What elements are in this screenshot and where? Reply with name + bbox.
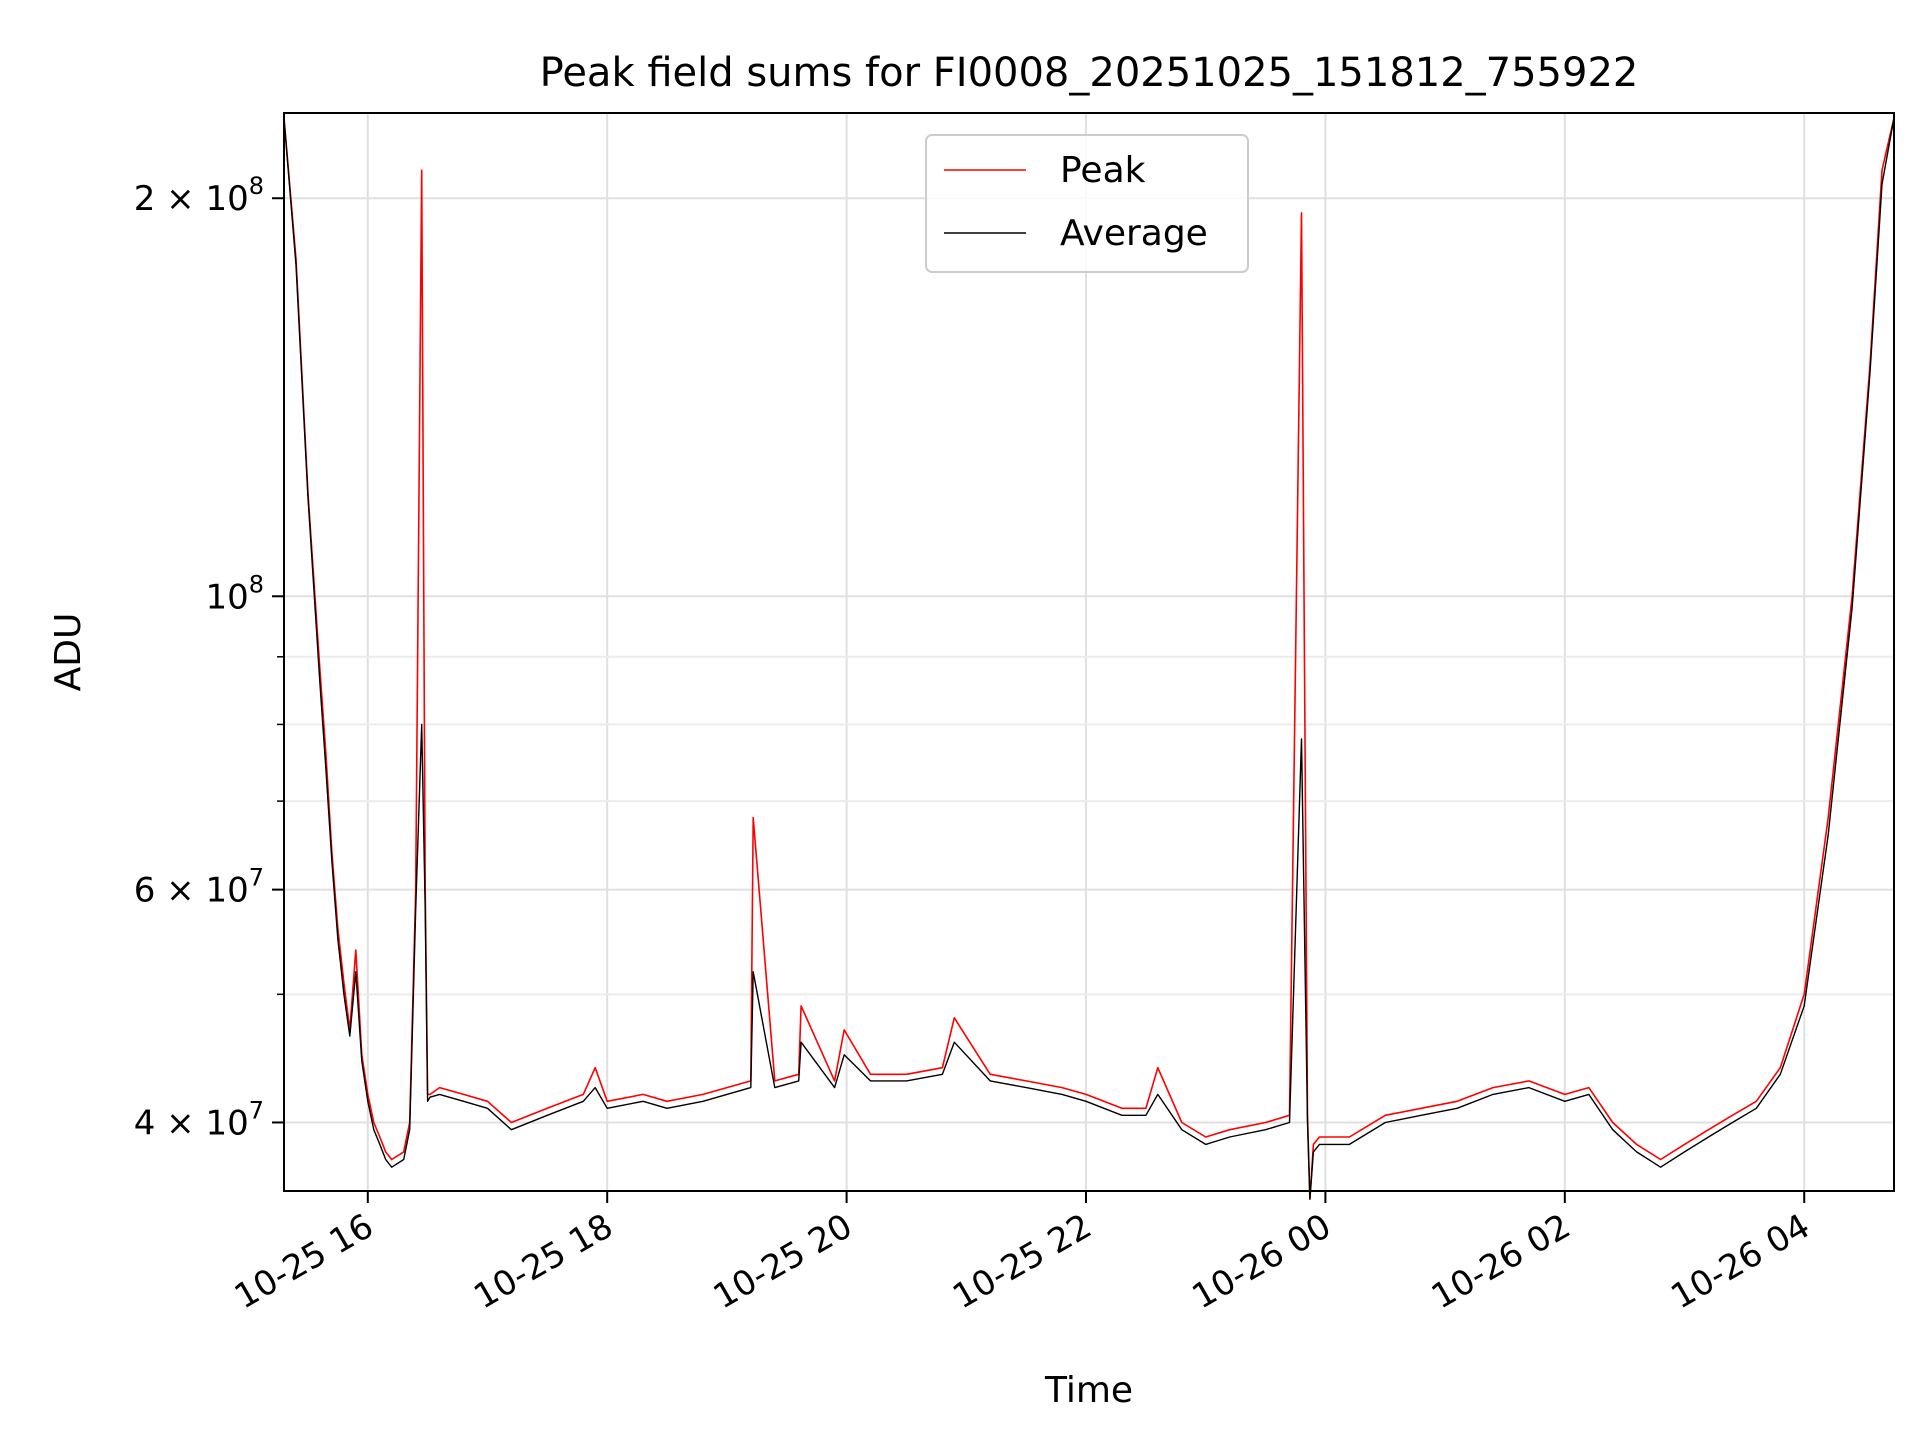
series-line-average: [283, 117, 1895, 1200]
series-line-peak: [283, 117, 1895, 1200]
legend-label-average: Average: [1060, 213, 1208, 254]
series-layer: [283, 117, 1895, 1200]
y-axis-label: ADU: [48, 613, 89, 692]
chart-title: Peak field sums for FI0008_20251025_1518…: [540, 50, 1639, 96]
x-axis-label: Time: [1044, 1370, 1133, 1411]
y-tick-label: 108: [205, 570, 264, 617]
y-tick-label: 6 × 107: [134, 864, 264, 911]
legend-label-peak: Peak: [1060, 150, 1146, 191]
legend: Peak Average: [925, 134, 1249, 273]
y-tick-label: 2 × 108: [134, 172, 264, 219]
plot-frame: [283, 112, 1895, 1192]
y-tick-label: 4 × 107: [134, 1096, 264, 1143]
